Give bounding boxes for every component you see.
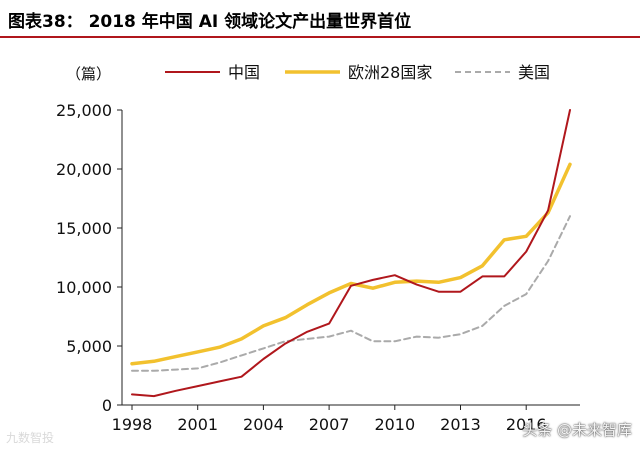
axes: 0 5,000 10,000 15,000 20,000 25,000 1998 2001 20…: [56, 101, 580, 434]
y-tick-label: 5,000: [66, 337, 112, 356]
y-tick-label: 0: [102, 396, 112, 415]
series-line-china: [131, 109, 571, 398]
watermark-right: 头条 @未来智库: [522, 421, 632, 439]
figure-header: 图表38： 2018 年中国 AI 领域论文产出量世界首位: [0, 0, 640, 38]
x-tick-label: 2010: [374, 415, 415, 434]
y-tick-label: 20,000: [56, 160, 112, 179]
x-tick-label: 2013: [440, 415, 481, 434]
x-tick-label: 2016: [506, 415, 547, 434]
y-tick-label: 15,000: [56, 219, 112, 238]
y-axis-unit-label: （篇）: [66, 65, 111, 83]
legend-label: 欧洲28国家: [348, 63, 432, 82]
legend-label: 中国: [228, 63, 260, 82]
y-tick-label: 25,000: [56, 101, 112, 120]
x-tick-label: 1998: [112, 415, 153, 434]
legend-label: 美国: [518, 63, 550, 82]
watermark-left: 九数智投: [6, 431, 55, 445]
x-tick-label: 2001: [177, 415, 218, 434]
y-tick-label: 10,000: [56, 278, 112, 297]
series-line-eu28: [130, 162, 572, 366]
series-layer: [130, 109, 572, 398]
series-line-usa: [131, 215, 571, 372]
x-tick-label: 2007: [309, 415, 350, 434]
legend: 中国 欧洲28国家 美国: [165, 63, 550, 82]
x-tick-label: 2004: [243, 415, 284, 434]
figure-title: 图表38： 2018 年中国 AI 领域论文产出量世界首位: [8, 12, 412, 32]
